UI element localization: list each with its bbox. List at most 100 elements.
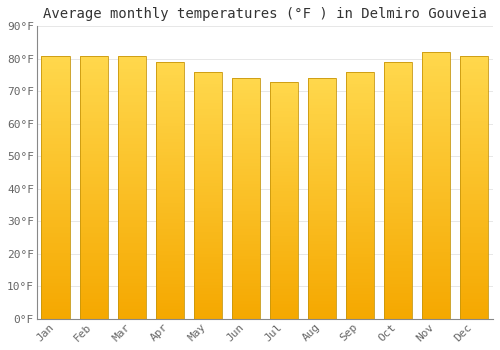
Bar [308,120,336,124]
Bar [194,136,222,140]
Bar [270,298,298,301]
Bar [346,177,374,180]
Bar [384,303,412,306]
Bar [232,84,260,87]
Bar [460,65,488,69]
Bar [270,271,298,274]
Bar [270,251,298,254]
Bar [384,62,412,319]
Bar [194,149,222,152]
Bar [308,316,336,319]
Bar [384,187,412,190]
Bar [460,121,488,125]
Bar [80,207,108,210]
Bar [80,266,108,270]
Bar [308,87,336,90]
Bar [460,72,488,75]
Bar [194,236,222,239]
Bar [194,87,222,90]
Bar [422,226,450,229]
Bar [308,198,336,202]
Bar [270,162,298,164]
Bar [232,99,260,102]
Bar [232,190,260,193]
Bar [270,257,298,260]
Bar [232,126,260,130]
Bar [384,280,412,284]
Bar [156,223,184,226]
Bar [232,196,260,198]
Bar [232,102,260,105]
Bar [42,217,70,220]
Bar [194,307,222,310]
Bar [308,280,336,283]
Bar [308,265,336,268]
Bar [308,241,336,244]
Bar [346,273,374,276]
Bar [460,246,488,250]
Bar [308,81,336,84]
Bar [232,105,260,108]
Bar [308,202,336,205]
Bar [194,232,222,236]
Bar [384,171,412,174]
Bar [232,124,260,126]
Bar [232,130,260,132]
Bar [194,164,222,168]
Bar [460,141,488,145]
Bar [346,276,374,279]
Bar [346,180,374,183]
Bar [346,214,374,217]
Bar [232,111,260,114]
Bar [460,197,488,201]
Bar [460,227,488,230]
Bar [80,220,108,223]
Bar [308,295,336,298]
Bar [422,309,450,312]
Bar [384,296,412,300]
Bar [194,183,222,186]
Bar [308,205,336,208]
Bar [384,181,412,184]
Bar [460,174,488,177]
Bar [384,165,412,168]
Bar [80,141,108,145]
Bar [422,289,450,292]
Bar [232,208,260,211]
Bar [42,220,70,223]
Bar [270,111,298,114]
Bar [194,121,222,124]
Bar [194,161,222,164]
Bar [460,243,488,246]
Bar [80,131,108,134]
Bar [270,280,298,283]
Bar [422,149,450,152]
Bar [308,102,336,105]
Bar [232,168,260,172]
Bar [384,203,412,206]
Bar [422,212,450,216]
Bar [232,211,260,214]
Bar [194,226,222,229]
Bar [194,316,222,319]
Bar [346,152,374,155]
Bar [194,195,222,198]
Bar [194,78,222,81]
Bar [346,158,374,161]
Bar [194,72,222,319]
Bar [346,260,374,263]
Bar [42,227,70,230]
Bar [346,78,374,81]
Bar [232,193,260,196]
Bar [118,207,146,210]
Bar [156,267,184,271]
Bar [156,274,184,277]
Bar [80,190,108,194]
Bar [346,75,374,78]
Bar [194,192,222,195]
Bar [460,112,488,115]
Bar [118,194,146,197]
Bar [194,93,222,97]
Bar [80,187,108,190]
Bar [308,90,336,93]
